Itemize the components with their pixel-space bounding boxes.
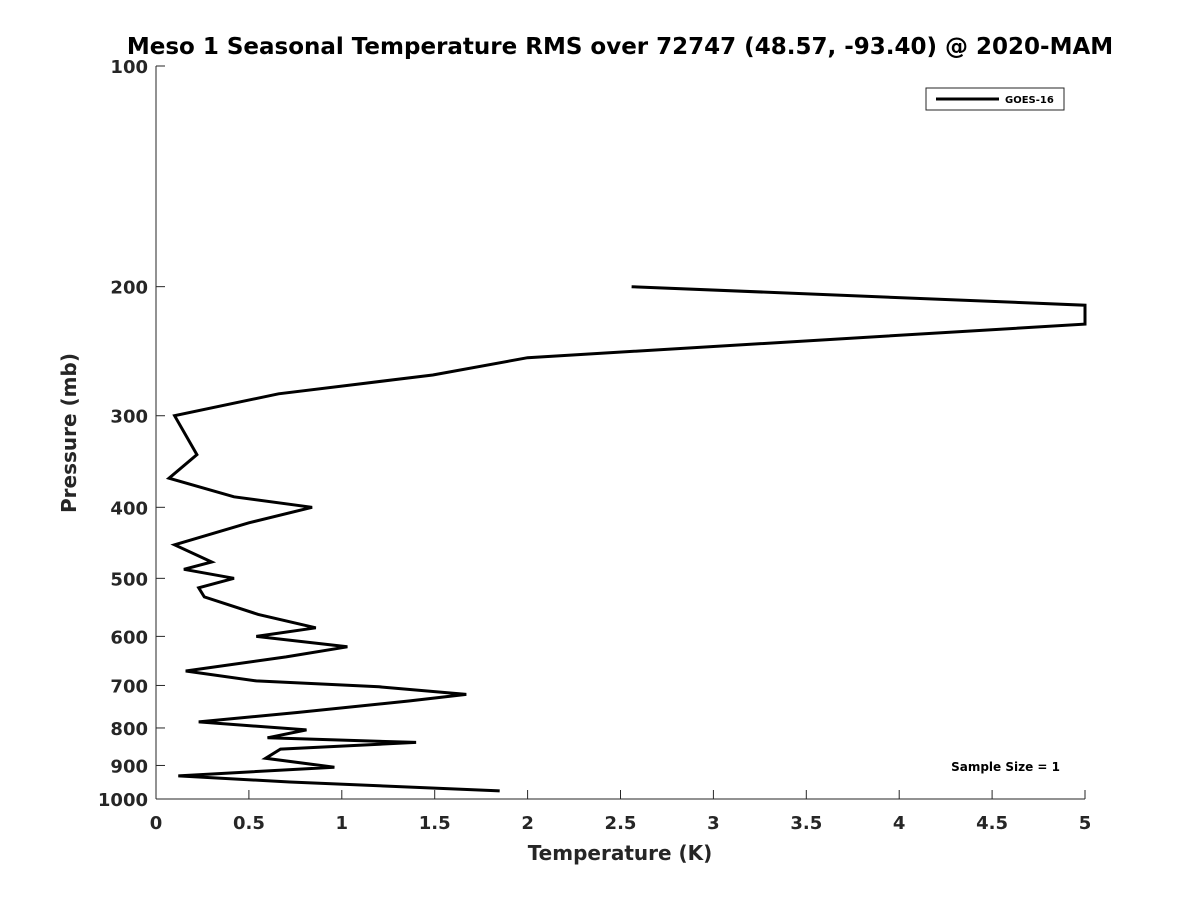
x-tick-label: 3.5 — [790, 813, 822, 834]
x-tick-label: 1.5 — [419, 813, 451, 834]
x-tick-label: 5 — [1079, 813, 1092, 834]
y-axis-ticks: 100 200 300 400 500 600 700 800 900 1000 — [98, 57, 165, 811]
y-tick-label: 300 — [110, 407, 148, 428]
y-tick-label: 700 — [110, 676, 148, 697]
plot-area — [156, 66, 1085, 799]
x-tick-label: 0.5 — [233, 813, 265, 834]
y-tick-label: 800 — [110, 719, 148, 740]
x-tick-label: 4 — [893, 813, 906, 834]
x-tick-label: 0 — [150, 813, 163, 834]
y-tick-label: 1000 — [98, 790, 148, 811]
legend-label-goes-16: GOES-16 — [1005, 95, 1054, 106]
legend: GOES-16 — [925, 87, 1065, 111]
x-axis-ticks: 0 0.5 1 1.5 2 2.5 3 3.5 4 4.5 5 — [150, 790, 1092, 834]
y-axis-label: Pressure (mb) — [57, 353, 81, 513]
x-tick-label: 1 — [336, 813, 349, 834]
y-tick-label: 100 — [110, 57, 148, 78]
x-tick-label: 4.5 — [976, 813, 1008, 834]
sample-size-annotation: Sample Size = 1 — [951, 760, 1060, 774]
x-axis-label: Temperature (K) — [528, 841, 713, 865]
y-tick-label: 400 — [110, 498, 148, 519]
chart-title: Meso 1 Seasonal Temperature RMS over 727… — [127, 34, 1113, 60]
y-tick-label: 500 — [110, 569, 148, 590]
y-tick-label: 200 — [110, 278, 148, 299]
series-line-goes-16 — [165, 285, 1087, 793]
y-tick-label: 900 — [110, 756, 148, 777]
x-tick-label: 2 — [521, 813, 534, 834]
x-tick-label: 2.5 — [605, 813, 637, 834]
y-tick-label: 600 — [110, 627, 148, 648]
x-tick-label: 3 — [707, 813, 720, 834]
